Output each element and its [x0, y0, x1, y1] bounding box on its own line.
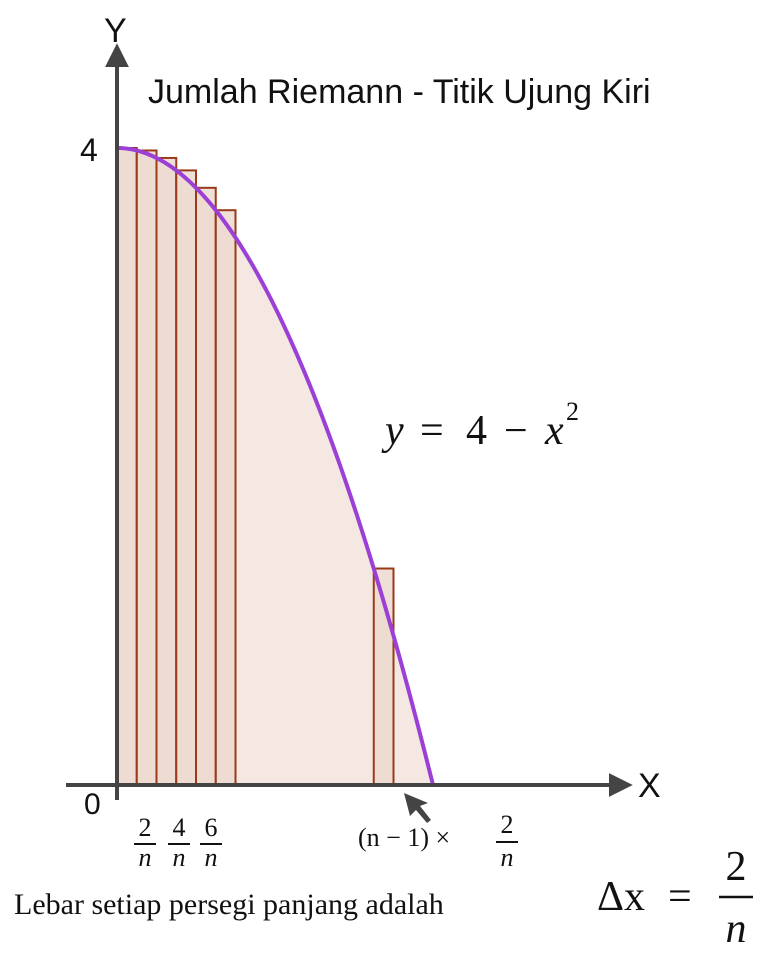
tick-fraction-1-den: n — [139, 843, 152, 872]
riemann-rectangle-2 — [135, 149, 158, 786]
tick-fraction-3-num: 6 — [205, 813, 218, 842]
footer-delta: Δx — [597, 874, 645, 920]
origin-label: 0 — [84, 788, 101, 821]
riemann-rectangle-5 — [195, 186, 217, 786]
footer-num: 2 — [726, 844, 747, 890]
tick-fraction-2-den: n — [173, 843, 186, 872]
tick-fraction-3: 6 n — [200, 813, 222, 872]
riemann-rectangle-4 — [175, 169, 197, 786]
riemann-rectangle-3 — [155, 156, 178, 786]
tick-fraction-2: 4 n — [168, 813, 190, 872]
function-curve — [116, 146, 435, 786]
last-tick-den: n — [501, 843, 514, 872]
tick-fraction-1: 2 n — [134, 813, 156, 872]
y-tick-label-4: 4 — [80, 132, 98, 168]
function-label-y: y — [381, 408, 404, 454]
last-tick-pointer — [404, 793, 431, 823]
tick-fraction-1-num: 2 — [139, 813, 152, 842]
last-tick-num: 2 — [501, 810, 514, 839]
function-label-eq: = — [420, 408, 444, 454]
x-axis-label: X — [638, 767, 661, 805]
function-label-x: x — [544, 408, 564, 454]
tick-fraction-3-den: n — [205, 843, 218, 872]
riemann-rectangles — [116, 147, 395, 786]
function-label-exp: 2 — [566, 397, 579, 426]
y-axis-label: Y — [104, 12, 127, 50]
function-label-minus: − — [504, 408, 528, 454]
footer-eq: = — [668, 874, 692, 920]
riemann-rectangle-1 — [116, 147, 138, 786]
riemann-rectangle-6 — [214, 209, 237, 786]
function-label-four: 4 — [466, 408, 487, 454]
function-label: y = 4 − x 2 — [381, 397, 579, 454]
last-tick-prefix: (n − 1) × — [358, 823, 450, 852]
footer-den: n — [726, 906, 747, 952]
footer-text: Lebar setiap persegi panjang adalah — [14, 888, 444, 921]
chart-title: Jumlah Riemann - Titik Ujung Kiri — [148, 73, 651, 111]
tick-fraction-2-num: 4 — [173, 813, 186, 842]
